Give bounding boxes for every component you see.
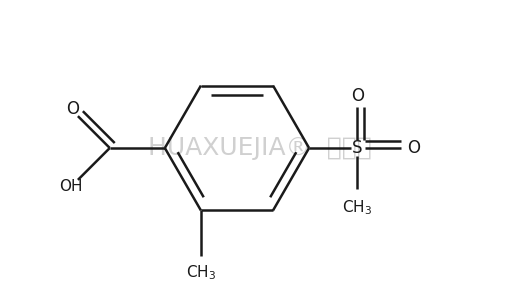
Text: O: O [66,100,79,118]
Text: CH$_3$: CH$_3$ [342,198,372,217]
Text: O: O [351,87,364,105]
Text: CH$_3$: CH$_3$ [186,263,216,282]
Text: O: O [407,139,420,157]
Text: HUAXUEJIA®  化学加: HUAXUEJIA® 化学加 [147,136,372,160]
Text: S: S [352,139,362,157]
Text: OH: OH [59,179,83,194]
